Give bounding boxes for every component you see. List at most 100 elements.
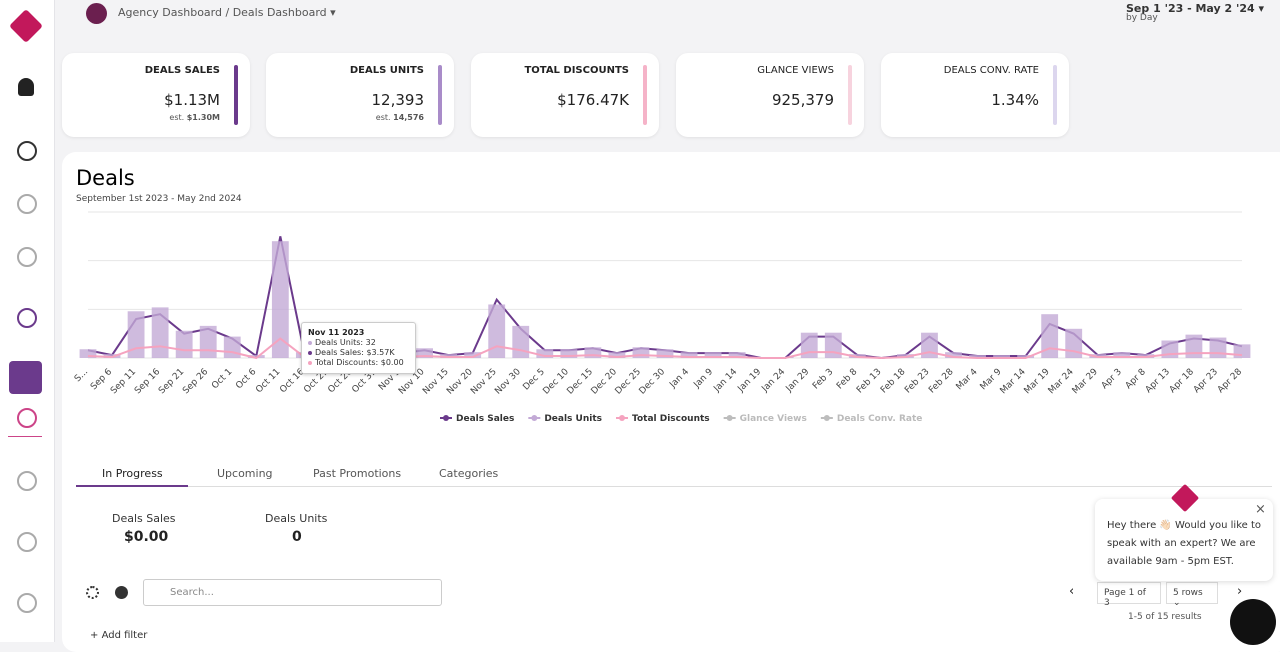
analytics-icon[interactable] [17,194,37,214]
prev-page[interactable]: ‹ [1069,584,1075,599]
next-page[interactable]: › [1237,584,1243,599]
x-tick-label: Nov 15 [421,367,451,397]
bar [199,325,217,358]
legend-label[interactable]: Deals Conv. Rate [837,414,923,424]
chat-close[interactable]: × [1255,502,1266,517]
x-tick-label: Apr 28 [1216,367,1244,395]
x-tick-label: Jan 29 [784,367,812,395]
bar [127,311,145,358]
bar [416,348,433,358]
chat-popup: Hey there 👋🏻 Would you like to speak wit… [1095,499,1273,581]
profile-icon[interactable] [18,78,34,96]
deals-icon-active[interactable] [9,361,42,394]
kpi-accent [234,65,238,125]
bar [608,352,626,358]
page-box: Page 1 of 3 [1097,582,1161,608]
kpi-card: DEALS SALES $1.13M est. $1.30M [62,53,250,137]
finance-icon[interactable] [17,308,37,328]
legend-label[interactable]: Glance Views [740,414,807,424]
x-tick-label: Mar 4 [955,367,980,392]
kpi-value: $176.47K [557,91,629,109]
kpi-label: DEALS UNITS [349,65,424,76]
legend-label[interactable]: Deals Sales [456,414,514,424]
sidebar [0,0,55,642]
tab[interactable]: Past Promotions [313,467,402,480]
chat-message: Hey there 👋🏻 Would you like to speak wit… [1107,520,1262,567]
bar [993,355,1010,358]
legend-dot [619,415,626,421]
kpi-value: $1.13M [164,91,220,109]
x-tick-label: Apr 18 [1168,367,1196,395]
rows-select[interactable]: 5 rows ⌄ [1166,582,1218,608]
tooltip-text: Deals Units: 32 [315,338,376,347]
x-tick-label: Nov 30 [493,367,523,397]
kpi-accent [1053,65,1057,125]
tooltip: Nov 11 2023 Deals Units: 32 Deals Sales: … [301,322,416,374]
summary-label: Deals Units [265,512,328,525]
refresh-button[interactable] [86,586,99,599]
tooltip-dot [308,350,312,355]
estimate-value: 14,576 [393,113,424,122]
tab[interactable]: In Progress [102,467,163,480]
tooltip-line: Total Discounts: $0.00 [308,358,409,368]
kpi-card: DEALS UNITS 12,393 est. 14,576 [266,53,454,137]
bar [584,347,602,358]
kpi-value: 12,393 [371,91,425,109]
apps-icon[interactable] [17,593,37,613]
tab[interactable]: Upcoming [217,467,273,480]
settings-button[interactable] [115,586,128,599]
breadcrumb-item[interactable]: Deals Dashboard [232,6,327,19]
x-tick-label: S... [73,367,90,384]
bar [1041,314,1059,358]
x-tick-label: Mar 24 [1047,367,1076,396]
estimate-value: $1.30M [186,113,220,122]
add-filter[interactable]: + Add filter [90,630,148,641]
docs-icon[interactable] [17,532,37,552]
bar [632,347,650,358]
bar [680,352,698,358]
tag-icon[interactable] [17,408,37,428]
bar [536,349,554,358]
x-tick-label: Apr 23 [1192,367,1220,395]
search-box[interactable]: Search... [143,579,442,606]
kpi-value: 925,379 [771,91,834,109]
bar [1185,334,1203,358]
x-tick-label: Apr 13 [1144,367,1172,395]
bar [464,352,482,358]
bar [656,349,674,358]
legend-label[interactable]: Total Discounts [632,414,710,424]
reports-icon[interactable] [17,471,37,491]
chat-launcher[interactable] [1230,599,1276,645]
kpi-card: DEALS CONV. RATE 1.34% [881,53,1069,137]
tooltip-title: Nov 11 2023 [308,328,365,337]
kpi-value: 1.34% [991,91,1039,109]
date-range[interactable]: Sep 1 '23 - May 2 '24 ▾ [1126,2,1265,15]
bar [728,352,746,358]
bar [512,325,530,358]
breadcrumb-item[interactable]: Agency Dashboard [118,6,222,19]
legend-label[interactable]: Deals Units [544,414,602,424]
bar [151,307,169,358]
x-tick-label: Dec 30 [638,367,668,397]
bar [560,349,578,358]
chart-subtitle: September 1st 2023 - May 2nd 2024 [76,194,242,204]
bar [79,349,97,358]
x-tick-label: Mar 19 [1023,367,1052,396]
kpi-accent [438,65,442,125]
x-tick-label: Apr 3 [1100,367,1124,391]
agency-icon[interactable] [17,141,37,161]
x-tick-label: Oct 11 [254,367,282,395]
breadcrumb: Agency Dashboard / Deals Dashboard ▾ [118,6,336,19]
tab[interactable]: Categories [439,467,499,480]
x-tick-label: Sep 11 [109,367,138,396]
date-range-text: Sep 1 '23 - May 2 '24 [1126,2,1255,15]
x-tick-label: Oct 1 [210,367,234,391]
summary-label: Deals Sales [112,512,176,525]
x-tick-label: Jan 14 [712,367,740,395]
breadcrumb-icon [86,3,107,24]
ads-icon[interactable] [17,247,37,267]
x-tick-label: Mar 29 [1071,367,1100,396]
tooltip-dot [308,360,312,365]
